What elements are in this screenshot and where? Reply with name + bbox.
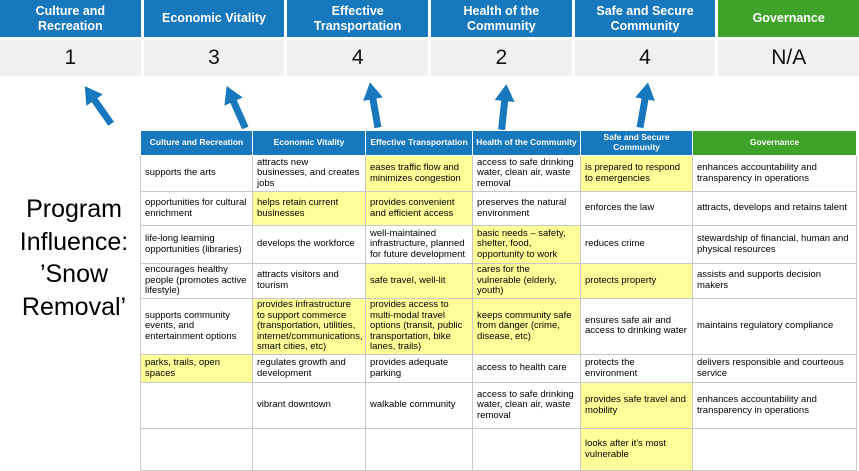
- matrix-cell: is prepared to respond to emergencies: [580, 155, 693, 192]
- matrix-cell: provides access to multi-modal travel op…: [365, 297, 473, 356]
- summary-header-5: Governance: [718, 0, 859, 37]
- matrix-header-5: Governance: [692, 130, 857, 156]
- matrix-cell: provides infrastructure to support comme…: [252, 297, 366, 356]
- matrix-cell: access to safe drinking water, clean air…: [472, 155, 581, 192]
- matrix-cell: [140, 428, 253, 471]
- matrix-cell: develops the workforce: [252, 225, 366, 264]
- summary-score-4: 4: [574, 40, 716, 76]
- matrix-cell: parks, trails, open spaces: [140, 354, 253, 383]
- summary-header-4: Safe and Secure Community: [574, 0, 716, 37]
- up-arrow-icon: [224, 85, 249, 130]
- matrix-header-1: Economic Vitality: [252, 130, 366, 156]
- matrix-cell: protects property: [580, 263, 693, 299]
- program-influence-label: Program Influence: ’Snow Removal’: [19, 195, 129, 321]
- matrix-cell: provides adequate parking: [365, 354, 473, 383]
- summary-score-0: 1: [0, 40, 141, 76]
- matrix-cell: [472, 428, 581, 471]
- matrix-header-3: Health of the Community: [472, 130, 581, 156]
- matrix-cell: cares for the vulnerable (elderly, youth…: [472, 263, 581, 299]
- matrix-row: looks after it's most vulnerable: [140, 428, 857, 471]
- matrix-row: life-long learning opportunities (librar…: [140, 225, 857, 264]
- matrix-cell: protects the environment: [580, 354, 693, 383]
- matrix-cell: opportunities for cultural enrichment: [140, 191, 253, 226]
- matrix-cell: looks after it's most vulnerable: [580, 428, 693, 471]
- influence-matrix-table: Culture and Recreation Economic Vitality E…: [140, 130, 857, 471]
- summary-score-band: 1 3 4 2 4 N/A: [0, 40, 859, 76]
- matrix-cell: well-maintained infrastructure, planned …: [365, 225, 473, 264]
- matrix-row: supports community events, and entertain…: [140, 297, 857, 356]
- matrix-cell: walkable community: [365, 382, 473, 429]
- matrix-cell: regulates growth and development: [252, 354, 366, 383]
- up-arrow-icon: [363, 82, 383, 129]
- summary-score-2: 4: [287, 40, 429, 76]
- summary-header-1: Economic Vitality: [143, 0, 285, 37]
- matrix-header-4: Safe and Secure Community: [580, 130, 693, 156]
- matrix-cell: delivers responsible and courteous servi…: [692, 354, 857, 383]
- summary-header-2: Effective Transportation: [287, 0, 429, 37]
- up-arrow-icon: [84, 86, 115, 126]
- matrix-cell: basic needs – safety, shelter, food, opp…: [472, 225, 581, 264]
- matrix-cell: ensures safe air and access to drinking …: [580, 297, 693, 356]
- matrix-header-0: Culture and Recreation: [140, 130, 253, 156]
- matrix-cell: assists and supports decision makers: [692, 263, 857, 299]
- matrix-cell: vibrant downtown: [252, 382, 366, 429]
- summary-header-3: Health of the Community: [431, 0, 572, 37]
- matrix-cell: attracts visitors and tourism: [252, 263, 366, 299]
- matrix-cell: stewardship of financial, human and phys…: [692, 225, 857, 264]
- matrix-cell: enhances accountability and transparency…: [692, 382, 857, 429]
- matrix-cell: enhances accountability and transparency…: [692, 155, 857, 192]
- up-arrow-icon: [494, 84, 515, 131]
- summary-header-band: Culture and Recreation Economic Vitality E…: [0, 0, 859, 37]
- matrix-cell: [365, 428, 473, 471]
- matrix-cell: safe travel, well-lit: [365, 263, 473, 299]
- matrix-cell: [252, 428, 366, 471]
- matrix-cell: keeps community safe from danger (crime,…: [472, 297, 581, 356]
- matrix-row: supports the arts attracts new businesses…: [140, 155, 857, 192]
- matrix-cell: preserves the natural environment: [472, 191, 581, 226]
- matrix-cell: supports the arts: [140, 155, 253, 192]
- summary-score-5: N/A: [718, 40, 859, 76]
- matrix-header-2: Effective Transportation: [365, 130, 473, 156]
- matrix-row: opportunities for cultural enrichment hel…: [140, 191, 857, 226]
- matrix-cell: eases traffic flow and minimizes congest…: [365, 155, 473, 192]
- matrix-header-row: Culture and Recreation Economic Vitality E…: [140, 130, 857, 156]
- matrix-cell: access to health care: [472, 354, 581, 383]
- matrix-cell: maintains regulatory compliance: [692, 297, 857, 356]
- matrix-cell: helps retain current businesses: [252, 191, 366, 226]
- summary-score-1: 3: [143, 40, 285, 76]
- up-arrow-icon: [635, 82, 655, 129]
- matrix-cell: provides convenient and efficient access: [365, 191, 473, 226]
- matrix-cell: supports community events, and entertain…: [140, 297, 253, 356]
- matrix-cell: reduces crime: [580, 225, 693, 264]
- matrix-row: parks, trails, open spaces regulates grow…: [140, 354, 857, 383]
- matrix-cell: life-long learning opportunities (librar…: [140, 225, 253, 264]
- summary-header-0: Culture and Recreation: [0, 0, 141, 37]
- matrix-row: encourages healthy people (promotes acti…: [140, 263, 857, 299]
- matrix-row: vibrant downtown walkable community access…: [140, 382, 857, 429]
- summary-score-3: 2: [431, 40, 572, 76]
- matrix-cell: encourages healthy people (promotes acti…: [140, 263, 253, 299]
- matrix-cell: attracts new businesses, and creates job…: [252, 155, 366, 192]
- matrix-cell: enforces the law: [580, 191, 693, 226]
- matrix-cell: [140, 382, 253, 429]
- matrix-cell: attracts, develops and retains talent: [692, 191, 857, 226]
- matrix-cell: access to safe drinking water, clean air…: [472, 382, 581, 429]
- matrix-cell: [692, 428, 857, 471]
- matrix-cell: provides safe travel and mobility: [580, 382, 693, 429]
